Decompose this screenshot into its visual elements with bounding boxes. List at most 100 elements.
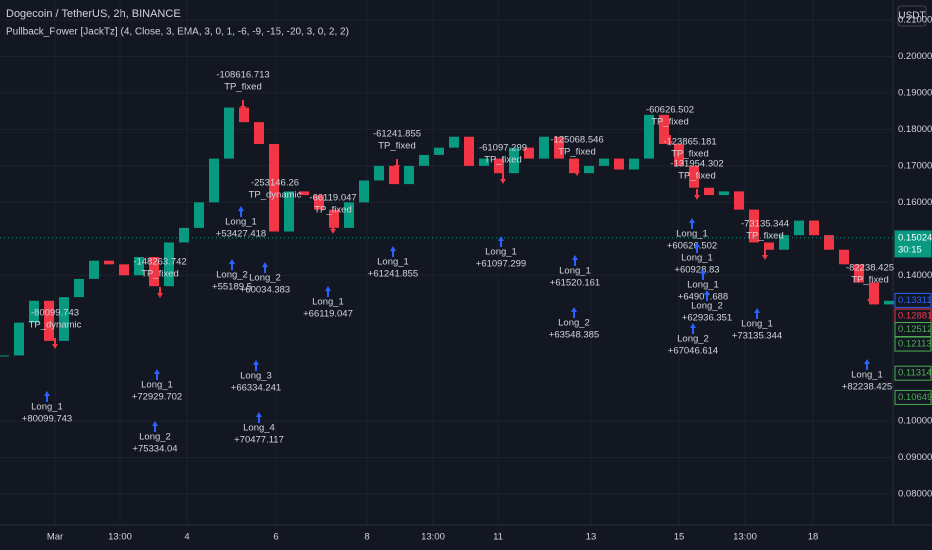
candle: [554, 136, 564, 159]
y-tick-label: 0.10000: [898, 416, 932, 427]
trade-label: Long_1: [31, 402, 63, 413]
trade-label: Long_2: [139, 432, 171, 443]
currency-button[interactable]: [897, 5, 927, 27]
trade-label: TP_fixed: [678, 171, 716, 182]
trade-label: TP_fixed: [484, 155, 522, 166]
x-tick-label: 13:00: [108, 532, 132, 543]
trade-label: TP_fixed: [378, 141, 416, 152]
trade-label: +70477.117: [234, 435, 284, 446]
trade-label: -148263.742: [133, 257, 186, 268]
trade-label: +63548.385: [549, 330, 599, 341]
trade-label: -108616.713: [216, 70, 269, 81]
candle: [509, 147, 519, 174]
price-badge: [894, 292, 932, 308]
candle: [14, 322, 24, 356]
candle: [674, 144, 684, 166]
trade-label: -125068.546: [550, 135, 603, 146]
candle: [389, 165, 399, 185]
candle: [734, 191, 744, 210]
trade-label: Long_1: [559, 266, 591, 277]
trade-label: +61241.855: [368, 269, 418, 280]
trade-label: Long_4: [243, 423, 275, 434]
entry-arrow: [572, 255, 578, 266]
trade-label: Long_1: [225, 217, 257, 228]
price-badge: [894, 365, 932, 381]
trade-label: -131954.302: [670, 159, 723, 170]
entry-arrow: [44, 391, 50, 402]
entry-arrow: [689, 218, 695, 229]
candle: [764, 242, 774, 250]
x-tick-label: 15: [674, 532, 685, 543]
exit-arrow: [500, 173, 506, 184]
trade-label: +62936.351: [682, 313, 732, 324]
candle: [0, 355, 9, 357]
price-badge: [894, 230, 932, 258]
candle: [779, 235, 789, 250]
exit-arrow: [157, 287, 163, 298]
trade-label: TP_fixed: [558, 147, 596, 158]
x-tick-label: 13:00: [421, 532, 445, 543]
candle: [629, 158, 639, 170]
candle: [689, 165, 699, 188]
candle: [884, 300, 894, 305]
y-tick-label: 0.09000: [898, 452, 932, 463]
candle: [824, 235, 834, 250]
trade-label: +60928.83: [674, 265, 719, 276]
candle: [464, 136, 474, 166]
candle: [149, 257, 159, 287]
price-badge-label: 0.13311: [898, 295, 932, 306]
candle: [284, 191, 294, 232]
exit-arrow: [867, 293, 873, 304]
exit-arrow: [762, 249, 768, 260]
candle: [749, 209, 759, 243]
trade-label: +61520.161: [550, 278, 600, 289]
currency-label[interactable]: USDT: [898, 11, 925, 22]
indicator-title: Pullback_Power [JackTz] (4, Close, 3, EM…: [6, 27, 349, 38]
trade-label: Long_1: [377, 257, 409, 268]
entry-arrow: [229, 259, 235, 270]
trade-label: +72929.702: [132, 392, 182, 403]
candle: [179, 227, 189, 243]
candle: [29, 300, 39, 323]
trade-label: +60034.383: [240, 285, 290, 296]
trade-label: +66334.241: [231, 383, 281, 394]
trade-label: Long_1: [851, 370, 883, 381]
trade-label: +55189.5: [212, 282, 252, 293]
entry-arrow: [864, 359, 870, 370]
trade-label: Long_1: [312, 297, 344, 308]
price-badge-label: 0.12881: [898, 311, 932, 322]
candle: [374, 165, 384, 181]
price-badge: [894, 336, 932, 352]
trade-label: -123865.181: [663, 137, 716, 148]
candle: [404, 165, 414, 185]
candle: [569, 158, 579, 174]
candle: [839, 249, 849, 265]
candle: [164, 242, 174, 287]
candle: [239, 107, 249, 123]
candle: [359, 180, 369, 203]
y-tick-label: 0.14000: [898, 270, 932, 281]
candle: [254, 122, 264, 145]
price-badge-label: 0.12512: [898, 324, 932, 335]
trade-label: TP_fixed: [651, 117, 689, 128]
entry-arrow: [238, 206, 244, 217]
candle: [419, 154, 429, 166]
symbol-title: Dogecoin / TetherUS, 2h, BINANCE: [6, 8, 181, 20]
trade-label: Long_1: [485, 247, 517, 258]
trade-label: -66119.047: [309, 193, 356, 204]
price-badge-label: 0.11314: [898, 368, 932, 379]
entry-arrow: [754, 308, 760, 319]
exit-arrow: [240, 100, 246, 111]
entry-arrow: [694, 242, 700, 253]
trade-label: TP_fixed: [224, 82, 262, 93]
exit-arrow: [330, 223, 336, 234]
candle: [74, 278, 84, 298]
entry-arrow: [154, 369, 160, 380]
trade-label: Long_2: [249, 273, 281, 284]
entry-arrow: [390, 246, 396, 257]
exit-arrow: [687, 167, 693, 178]
trade-label: +82238.425: [842, 382, 892, 393]
price-badge: [894, 389, 932, 405]
y-tick-label: 0.17000: [898, 160, 932, 171]
trade-label: -61241.855: [373, 129, 421, 140]
